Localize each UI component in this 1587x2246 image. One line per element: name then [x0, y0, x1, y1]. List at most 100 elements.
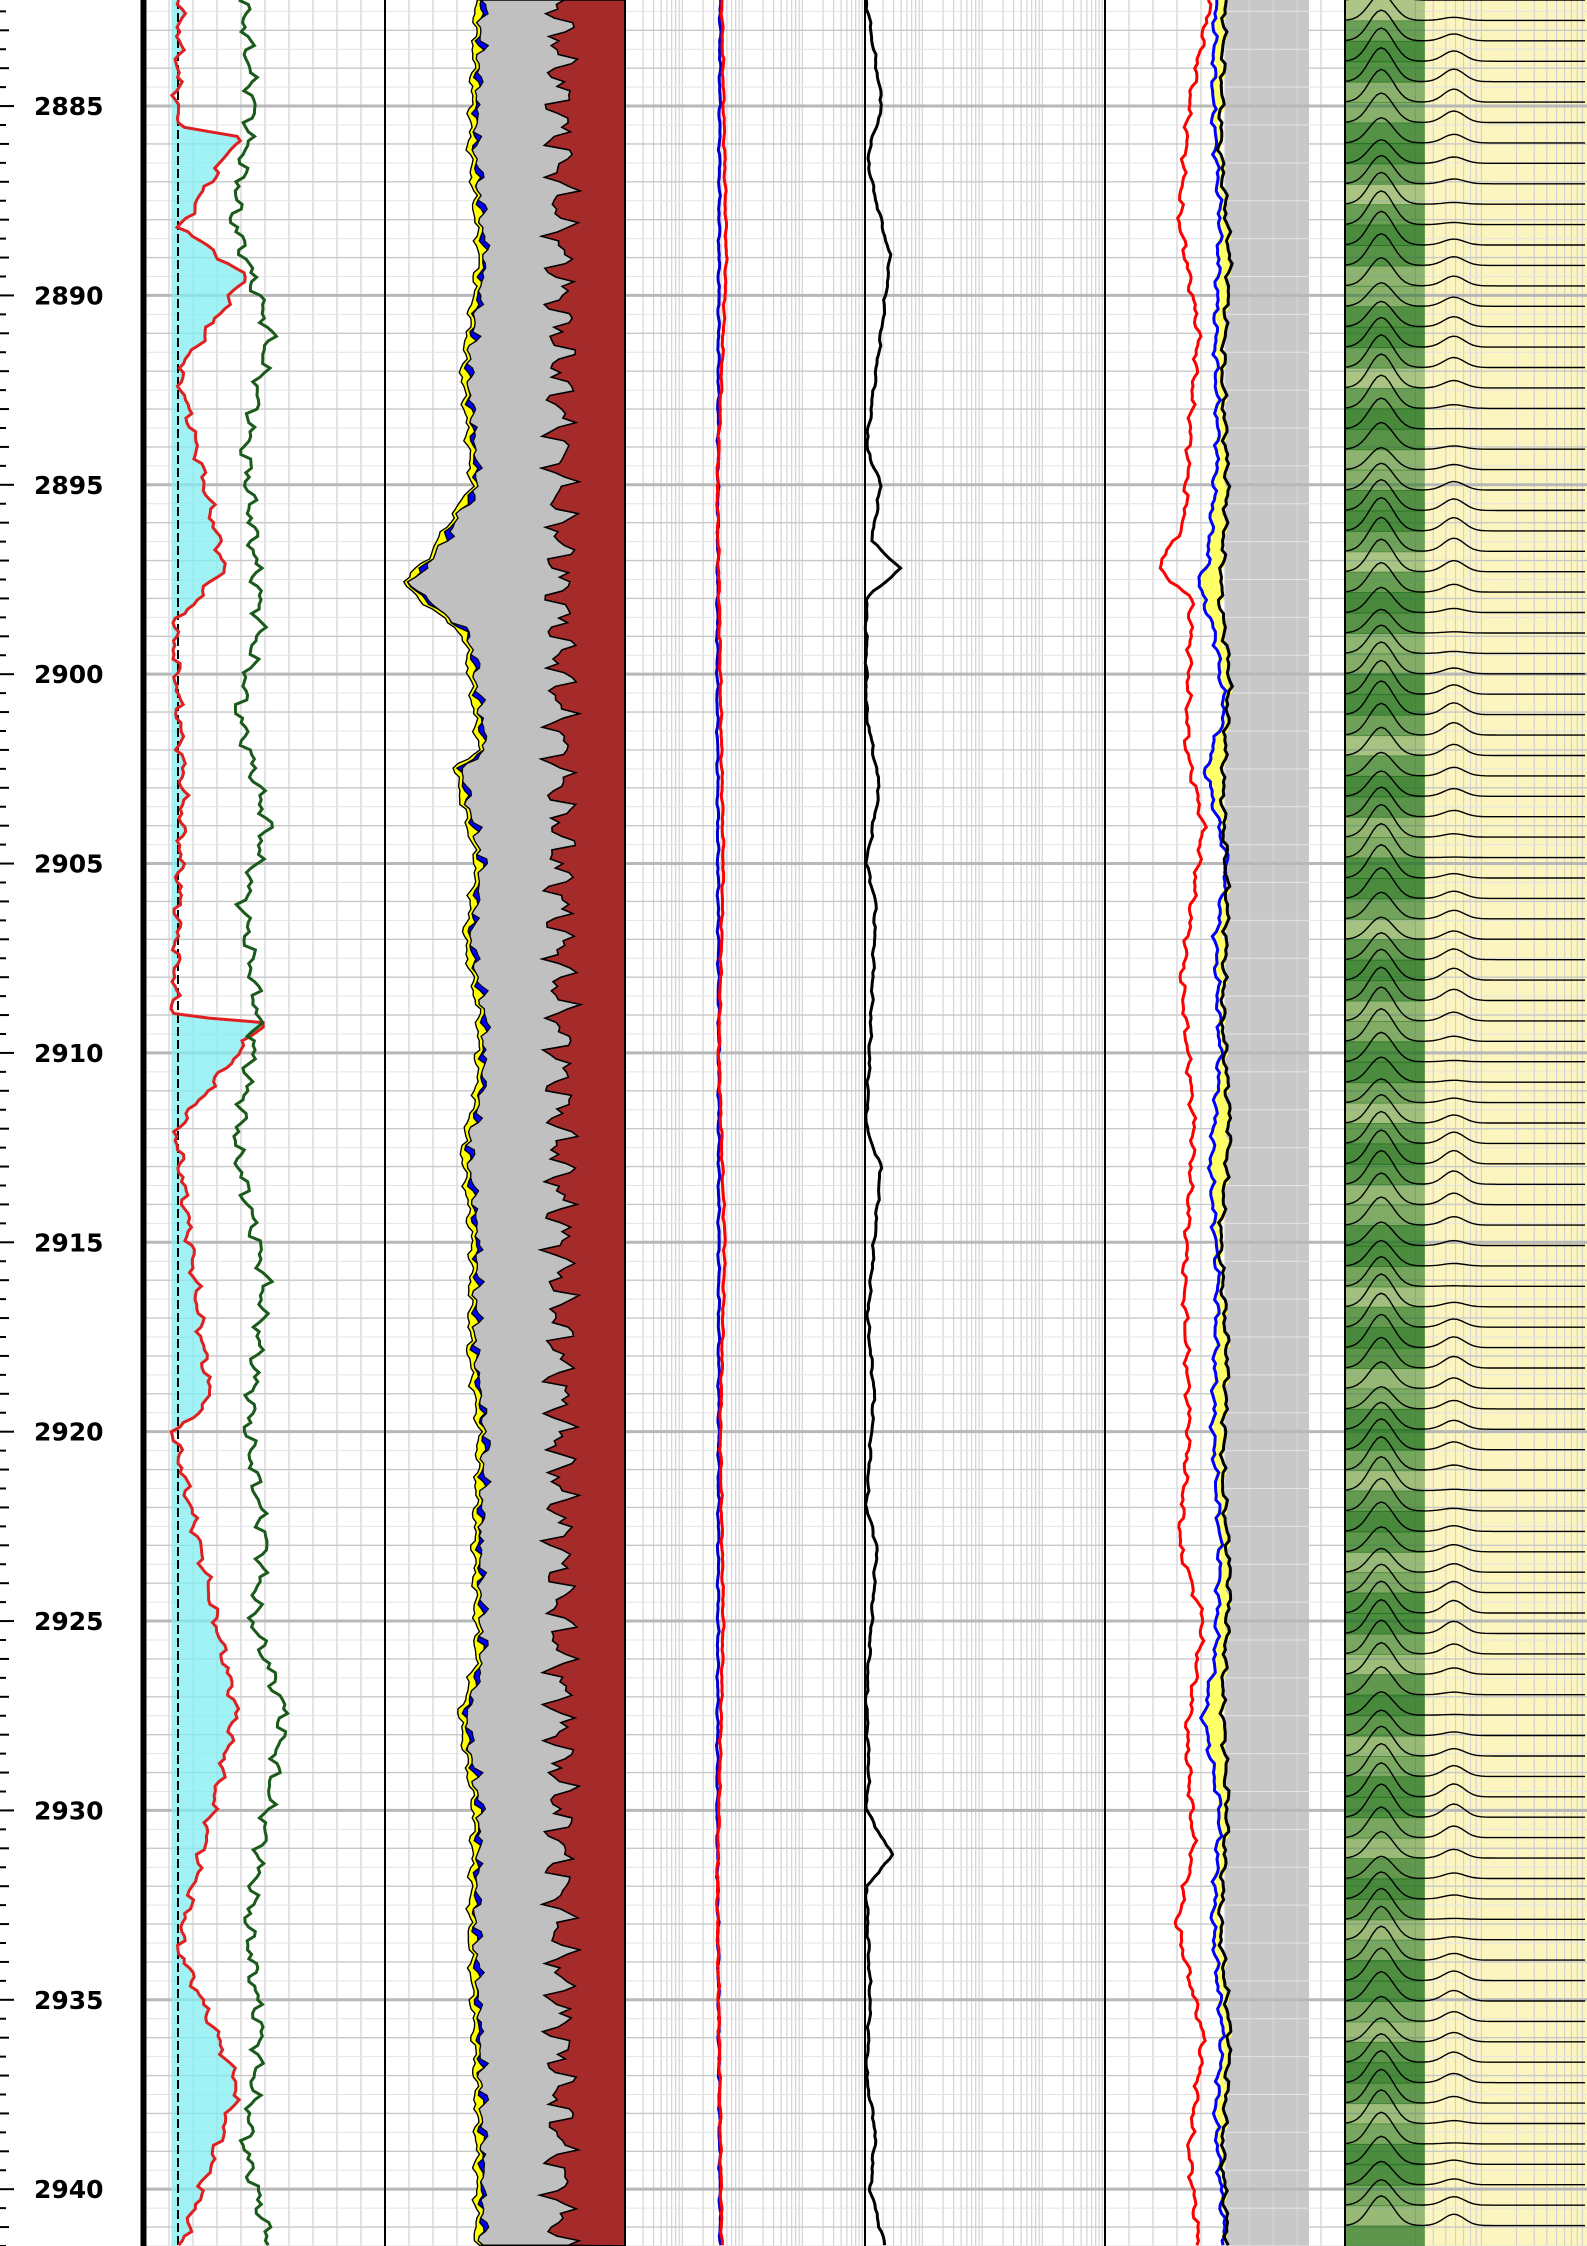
waveform-shade	[1345, 408, 1425, 430]
waveform-trace	[1344, 1783, 1585, 1818]
waveform-trace	[1344, 232, 1585, 267]
waveform-trace	[1344, 0, 1585, 22]
waveform-trace	[1344, 2178, 1585, 2206]
waveform-trace	[1344, 1435, 1585, 1471]
waveform-trace	[1344, 1871, 1585, 1900]
waveform-trace	[1344, 496, 1585, 532]
waveform-shade	[1345, 653, 1425, 675]
waveform-shade	[1345, 755, 1425, 777]
waveform-shade	[1345, 877, 1425, 900]
waveform-trace	[1344, 1742, 1585, 1778]
waveform-trace	[1344, 1806, 1585, 1839]
waveform-trace	[1344, 154, 1585, 185]
waveform-trace	[1344, 1563, 1585, 1594]
waveform-shade	[1345, 1898, 1425, 1921]
waveform-trace	[1344, 1239, 1585, 1267]
waveform-shade	[1345, 857, 1425, 879]
waveform-trace	[1344, 397, 1585, 430]
waveform-trace	[1344, 446, 1585, 471]
waveform-trace	[1344, 641, 1585, 675]
waveform-trace	[1344, 2195, 1585, 2227]
waveform-trace	[1344, 281, 1585, 307]
waveform-trace	[1344, 1172, 1585, 1206]
waveform-shade	[1345, 1041, 1425, 1063]
waveform-shade	[1345, 1082, 1425, 1104]
waveform-trace	[1344, 986, 1585, 1022]
depth-tick-label: 2930	[34, 1796, 104, 1825]
waveform-shade	[1345, 1755, 1425, 1778]
waveform-trace	[1344, 786, 1585, 818]
waveform-shade	[1345, 2082, 1425, 2105]
waveform-trace	[1344, 210, 1585, 246]
waveform-trace	[1344, 822, 1585, 859]
waveform-shade	[1345, 1388, 1425, 1410]
waveform-trace	[1344, 1273, 1585, 1308]
waveform-shade	[1345, 816, 1425, 839]
waveform-shade	[1345, 918, 1425, 941]
waveform-trace	[1344, 1292, 1585, 1328]
waveform-trace	[1344, 462, 1585, 491]
waveform-trace	[1344, 1196, 1585, 1226]
waveform-shade	[1345, 1368, 1425, 1390]
waveform-trace	[1344, 1056, 1585, 1083]
waveform-shade	[1345, 490, 1425, 512]
waveform-shade	[1345, 714, 1425, 737]
waveform-trace	[1344, 1221, 1585, 1247]
waveform-shade	[1345, 1653, 1425, 1676]
waveform-trace	[1344, 353, 1585, 389]
waveform-shade	[1345, 102, 1425, 124]
waveform-shade	[1345, 142, 1425, 165]
waveform-trace	[1344, 1418, 1585, 1451]
waveform-shade	[1345, 1613, 1425, 1635]
waveform-trace	[1344, 1477, 1585, 1512]
waveform-trace	[1344, 751, 1585, 777]
waveform-trace	[1344, 1078, 1585, 1104]
waveform-trace	[1344, 726, 1585, 757]
waveform-trace	[1344, 374, 1585, 410]
waveform-trace	[1344, 478, 1585, 512]
waveform-trace	[1344, 1887, 1585, 1921]
waveform-trace	[1344, 1690, 1585, 1716]
waveform-trace	[1344, 1031, 1585, 1063]
waveform-shade	[1345, 1796, 1425, 1819]
waveform-shade	[1345, 1919, 1425, 1941]
waveform-shade	[1345, 347, 1425, 369]
waveform-trace	[1344, 866, 1585, 900]
waveform-trace	[1344, 1149, 1585, 1186]
fill-track-2-blue	[406, 0, 492, 2246]
waveform-trace	[1344, 9, 1585, 42]
waveform-trace	[1344, 803, 1585, 838]
waveform-trace	[1344, 2135, 1585, 2166]
curve-track-5-1	[1197, 0, 1230, 2246]
waveform-trace	[1344, 538, 1585, 573]
waveform-trace	[1344, 27, 1585, 62]
waveform-shade	[1345, 0, 1425, 22]
waveform-shade	[1345, 2225, 1425, 2246]
waveform-shade	[1345, 428, 1425, 451]
waveform-shade	[1345, 551, 1425, 573]
waveform-shade	[1345, 571, 1425, 594]
waveform-shade	[1345, 1143, 1425, 1165]
waveform-trace	[1344, 770, 1585, 797]
track-borders	[143, 0, 1346, 2246]
waveform-trace	[1344, 1905, 1585, 1941]
waveform-trace	[1344, 1598, 1585, 1635]
waveform-trace	[1344, 1526, 1585, 1553]
waveform-trace	[1344, 916, 1585, 940]
depth-tick-label: 2900	[34, 660, 104, 689]
waveform-trace	[1344, 316, 1585, 348]
waveform-trace	[1344, 948, 1585, 981]
waveform-trace	[1344, 1925, 1585, 1961]
waveform-trace	[1344, 2089, 1585, 2125]
waveform-shade	[1345, 1837, 1425, 1860]
waveform-trace	[1344, 1093, 1585, 1124]
waveform-shade	[1345, 775, 1425, 798]
waveform-trace	[1344, 334, 1585, 369]
waveform-trace	[1344, 1547, 1585, 1573]
depth-tick-label: 2890	[34, 281, 104, 310]
waveform-trace	[1344, 586, 1585, 614]
waveform-shade	[1345, 1123, 1425, 1145]
waveform-shade	[1345, 1694, 1425, 1717]
waveform-trace	[1344, 1110, 1585, 1145]
